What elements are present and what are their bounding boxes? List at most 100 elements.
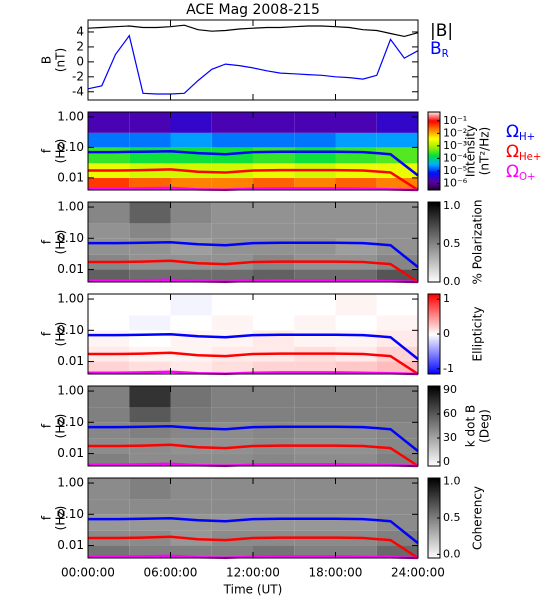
colorbar-segment [428, 486, 440, 488]
x-tick-label: 12:00:00 [226, 566, 280, 580]
heatmap-cell [211, 361, 253, 374]
colorbar-segment [428, 152, 440, 155]
legend-label: ΩHe+ [506, 142, 541, 163]
heatmap-cell [253, 453, 295, 466]
colorbar-segment [428, 444, 440, 447]
heatmap-cell [88, 407, 130, 423]
colorbar-segment [428, 307, 440, 310]
heatmap-cell [211, 478, 253, 500]
colorbar-tick-label: -1 [443, 362, 454, 375]
colorbar-segment [428, 127, 440, 130]
colorbar-segment [428, 154, 440, 157]
colorbar-segment [428, 232, 440, 235]
heatmap-cell [253, 315, 295, 331]
colorbar-tick-label: 1.0 [443, 475, 461, 488]
heatmap-cell [211, 514, 253, 531]
heatmap-cell [88, 315, 130, 331]
heatmap-cell [376, 269, 418, 282]
colorbar-segment [428, 430, 440, 432]
heatmap-cell [335, 112, 377, 133]
colorbar-segment [428, 355, 440, 358]
heatmap-cell [88, 177, 130, 190]
x-tick-label: 06:00:00 [144, 566, 198, 580]
colorbar-segment [428, 414, 440, 416]
heatmap-cell [170, 386, 212, 408]
colorbar-segment [428, 322, 440, 324]
colorbar-segment [428, 403, 440, 406]
colorbar-segment [428, 126, 440, 129]
colorbar-segment [428, 227, 440, 230]
heatmap-cell [129, 223, 171, 239]
colorbar-segment [428, 452, 440, 455]
colorbar-segment [428, 174, 440, 177]
y-tick-label: 0.10 [57, 140, 84, 154]
colorbar-segment [428, 318, 440, 320]
heatmap-cell [88, 223, 130, 239]
colorbar-segment [428, 506, 440, 508]
colorbar-segment [428, 443, 440, 446]
colorbar-segment [428, 123, 440, 126]
colorbar-segment [428, 462, 440, 464]
heatmap-cell [211, 294, 253, 316]
colorbar-segment [428, 334, 440, 336]
colorbar-segment [428, 117, 440, 119]
colorbar-segment [428, 408, 440, 411]
colorbar-segment [428, 360, 440, 363]
colorbar-segment [428, 236, 440, 239]
colorbar-segment [428, 516, 440, 519]
heatmap-cell [376, 330, 418, 347]
heatmap-cell [88, 361, 130, 374]
colorbar-segment [428, 555, 440, 558]
colorbar-segment [428, 140, 440, 143]
colorbar-segment [428, 427, 440, 430]
heatmap-cell [211, 147, 253, 164]
colorbar-segment [428, 263, 440, 266]
heatmap-cell [129, 112, 171, 133]
heatmap-cell [211, 254, 253, 270]
y-axis-label: (Hz) [54, 506, 68, 531]
heatmap-cell [170, 545, 212, 558]
y-axis-label: (Hz) [54, 230, 68, 255]
colorbar-tick-label: 10⁻⁴ [443, 151, 468, 164]
gyrofrequency-line [88, 168, 419, 192]
heatmap-cell [335, 223, 377, 239]
colorbar-segment [428, 266, 440, 268]
colorbar-segment [428, 156, 440, 158]
colorbar-segment [428, 134, 440, 136]
colorbar-segment [428, 356, 440, 359]
heatmap-cell [170, 177, 212, 190]
heatmap-cell [129, 202, 171, 224]
heatmap-cell [253, 361, 295, 374]
heatmap-cell [253, 545, 295, 558]
colorbar-segment [428, 228, 440, 231]
colorbar-segment [428, 370, 440, 372]
heatmap-cell [376, 407, 418, 423]
colorbar-segment [428, 507, 440, 510]
y-axis-label: f [40, 423, 54, 428]
heatmap-cell [170, 269, 212, 282]
colorbar-segment [428, 424, 440, 427]
y-tick-label: 2 [76, 39, 84, 53]
colorbar-segment [428, 300, 440, 303]
colorbar-tick-label: 60 [443, 407, 457, 420]
colorbar-label: % Polarization [471, 200, 485, 285]
heatmap-cell [376, 386, 418, 408]
colorbar-segment [428, 324, 440, 327]
heatmap-cell [376, 132, 418, 148]
gyrofrequency-line [88, 443, 419, 468]
colorbar-segment [428, 487, 440, 490]
colorbar-segment [428, 528, 440, 531]
colorbar-segment [428, 508, 440, 511]
colorbar-segment [428, 308, 440, 311]
heatmap-cell [253, 294, 295, 316]
y-axis-label: f [40, 331, 54, 336]
colorbar-segment [428, 484, 440, 487]
y-axis-label: f [40, 148, 54, 153]
colorbar-segment [428, 272, 440, 275]
colorbar-segment [428, 420, 440, 423]
heatmap-cell [376, 499, 418, 515]
colorbar-segment [428, 179, 440, 182]
colorbar-segment [428, 347, 440, 350]
colorbar-segment [428, 128, 440, 131]
